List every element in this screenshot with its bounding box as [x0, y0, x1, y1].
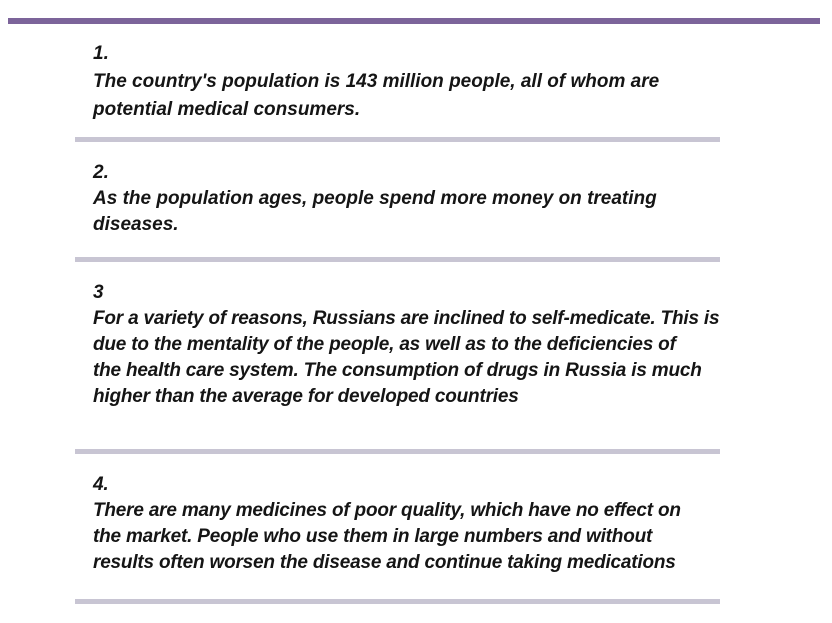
item-number: 3	[93, 282, 104, 303]
item-text-line: higher than the average for developed co…	[93, 386, 519, 407]
item-text-line: results often worsen the disease and con…	[93, 552, 676, 573]
item-text-line: potential medical consumers.	[93, 99, 361, 120]
item-number: 1.	[93, 43, 109, 64]
section-divider	[75, 599, 720, 604]
item-text-line: As the population ages, people spend mor…	[93, 188, 657, 209]
item-text-line: diseases.	[93, 214, 179, 235]
list-item-3: 3 For a variety of reasons, Russians are…	[93, 280, 753, 410]
item-number: 4.	[93, 474, 109, 495]
item-text-line: For a variety of reasons, Russians are i…	[93, 308, 720, 329]
list-item-4: 4. There are many medicines of poor qual…	[93, 472, 753, 576]
list-item-2: 2. As the population ages, people spend …	[93, 160, 753, 238]
list-item-1: 1. The country's population is 143 milli…	[93, 40, 753, 124]
item-text-line: the health care system. The consumption …	[93, 360, 702, 381]
section-divider	[75, 449, 720, 454]
item-text-line: due to the mentality of the people, as w…	[93, 334, 676, 355]
item-text-line: The country's population is 143 million …	[93, 71, 660, 92]
item-text-line: the market. People who use them in large…	[93, 526, 653, 547]
item-number: 2.	[93, 162, 109, 183]
section-divider	[75, 137, 720, 142]
item-text-line: There are many medicines of poor quality…	[93, 500, 681, 521]
section-divider	[75, 257, 720, 262]
top-accent-bar	[8, 18, 820, 24]
